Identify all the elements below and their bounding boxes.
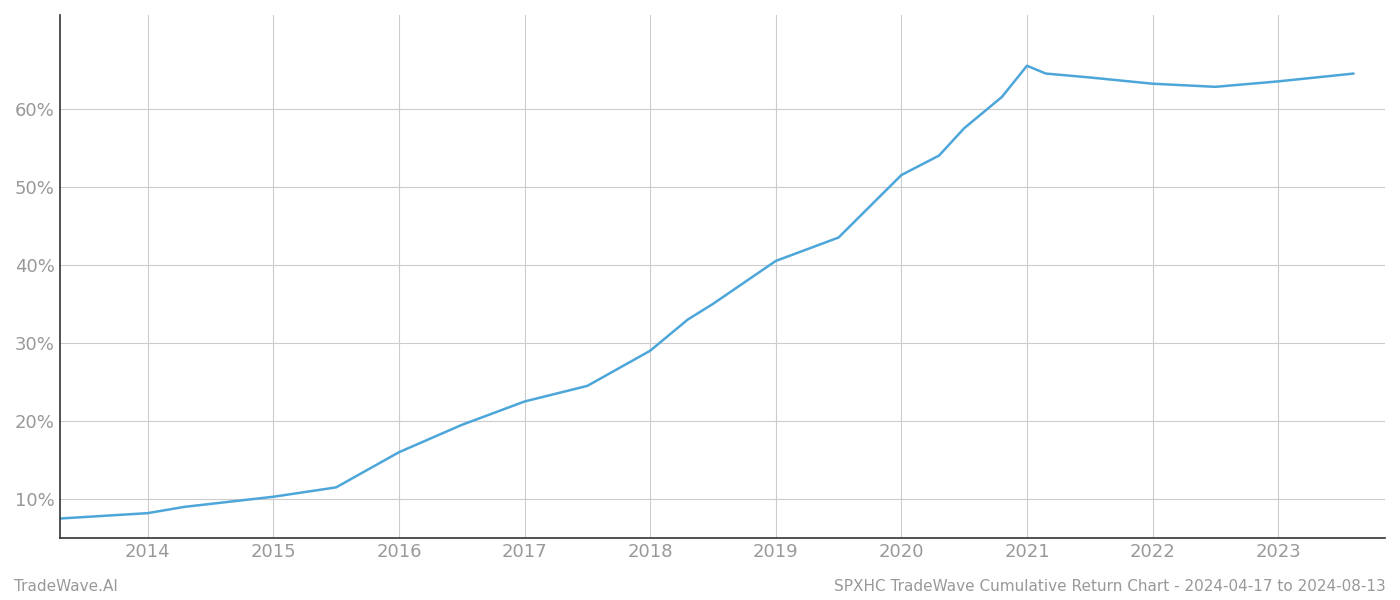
Text: TradeWave.AI: TradeWave.AI — [14, 579, 118, 594]
Text: SPXHC TradeWave Cumulative Return Chart - 2024-04-17 to 2024-08-13: SPXHC TradeWave Cumulative Return Chart … — [834, 579, 1386, 594]
